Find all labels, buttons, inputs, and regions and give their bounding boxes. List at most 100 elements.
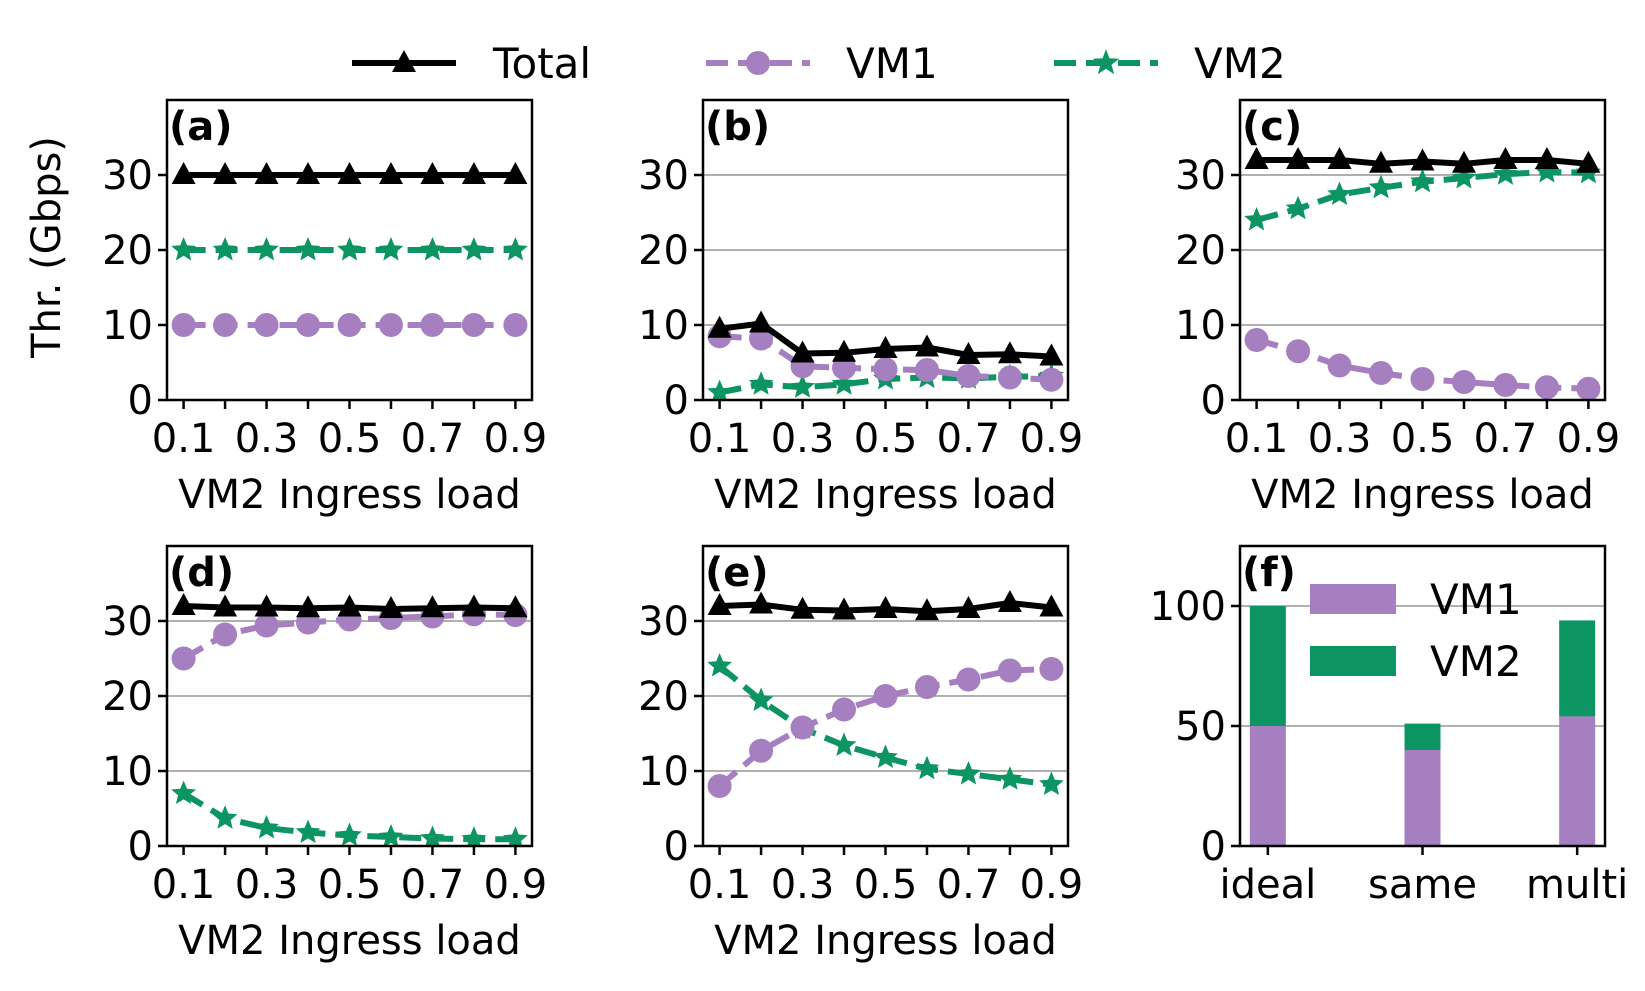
point-total-c [1451,150,1476,173]
y-tick-label-c: 30 [1175,153,1226,199]
point-vm2-e [956,761,981,785]
point-vm2-d [420,825,445,846]
axes-frame-c [1238,98,1607,402]
point-vm1-b [1039,367,1064,392]
y-tick-label-a: 0 [128,378,153,424]
point-vm1-e [956,667,981,692]
point-vm2-e [831,732,857,756]
point-total-a [461,162,486,184]
y-tick-label-e: 20 [638,674,689,720]
x-tick-label-b: 0.9 [1020,416,1084,462]
point-total-c [1410,148,1435,171]
point-vm1-a [337,313,362,337]
x-tick-label-c: 0.3 [1308,416,1372,462]
x-tick-label-d: 0.5 [318,862,382,908]
panel-e: 0 10 20 30 0.1 0.3 0.5 0.7 0.9 VM2 Ingress load (e… [638,544,1083,964]
point-total-d [337,594,362,617]
panel-a: 0 10 20 30 0.1 0.3 0.5 0.7 0.9 VM2 Ingress load (a… [102,98,547,518]
point-vm1-e [997,658,1022,683]
point-vm2-a [212,237,238,261]
point-vm2-d [254,815,279,839]
y-tick-label-e: 0 [664,824,689,870]
legend-label-vm1: VM1 [846,39,938,88]
legend-swatch-vm1-f [1310,584,1396,614]
point-vm2-c [1493,161,1518,185]
point-vm2-a [337,237,362,261]
y-tick-label-b: 30 [638,153,689,199]
point-total-d [461,594,486,617]
legend-entry-vm2: VM2 [1054,39,1286,88]
panel-label-b: (b) [705,104,770,150]
plot-area-e [707,590,1064,798]
point-total-c [1493,147,1518,169]
y-tick-label-b: 20 [638,228,689,274]
point-total-d [378,596,403,618]
legend-label-vm2: VM2 [1194,39,1286,88]
y-tick-label-f: 0 [1201,824,1226,870]
series-line-vm1-e [717,666,1052,789]
panel-label-e: (e) [705,550,769,596]
legend-marker-vm2 [1092,49,1120,75]
point-vm2-d [295,819,321,843]
legend-entry-vm1: VM1 [706,39,938,88]
point-vm2-b [707,379,732,400]
y-tick-label-c: 20 [1175,228,1226,274]
point-vm2-a [378,237,404,261]
x-tick-label-a: 0.3 [235,416,299,462]
point-vm2-a [171,237,196,261]
point-vm1-d [254,613,279,638]
plot-area-d [171,593,528,846]
panel-label-c: (c) [1242,104,1302,150]
legend-swatch-vm2-f [1310,646,1396,676]
point-total-c [1286,147,1311,169]
point-total-b [1039,343,1064,366]
point-vm1-c [1493,373,1518,397]
point-vm2-d [503,826,528,846]
point-vm2-e [997,766,1023,790]
x-tick-label-a: 0.7 [401,416,465,462]
y-tick-label-a: 30 [102,153,153,199]
x-axis-label-a: VM2 Ingress load [178,472,521,518]
axes-frame-b [701,98,1070,402]
y-tick-label-e: 10 [638,749,689,795]
point-total-b [749,310,774,333]
point-vm1-c [1451,370,1476,394]
point-total-a [420,162,445,184]
point-total-c [1576,150,1601,173]
bar-vm1-same [1404,750,1441,846]
x-tick-label-d: 0.3 [235,862,299,908]
x-tick-label-e: 0.5 [854,862,918,908]
axes-frame-e [701,544,1070,848]
point-total-a [171,162,196,184]
point-total-e [914,598,939,621]
panel-label-a: (a) [169,104,233,150]
point-vm1-e [790,715,815,740]
y-axis-label: Thr. (Gbps) [24,136,70,359]
point-vm1-a [296,313,321,337]
x-tick-label-b: 0.1 [688,416,752,462]
point-vm1-a [254,313,279,337]
point-vm2-d [171,780,196,804]
point-total-c [1327,147,1352,169]
point-total-b [997,341,1022,364]
x-tick-label-c: 0.9 [1557,416,1621,462]
plot-area-a [171,162,528,337]
y-tick-label-d: 10 [102,749,153,795]
point-vm1-e [873,684,898,708]
x-tick-label-a: 0.1 [152,416,216,462]
point-total-a [378,162,403,184]
point-total-e [749,591,774,614]
point-total-e [997,590,1022,612]
point-vm1-a [420,313,445,337]
point-vm2-d [461,826,487,846]
plot-area-c [1244,147,1601,400]
point-vm1-a [503,313,528,337]
point-total-e [1039,594,1064,617]
point-vm2-c [1451,165,1477,189]
x-tick-label-f: same [1368,862,1477,908]
legend: Total VM1 VM2 [352,39,1286,88]
point-vm1-c [1369,361,1394,385]
point-total-d [213,594,238,617]
point-total-b [873,336,898,358]
bar-vm2-same [1404,723,1441,750]
